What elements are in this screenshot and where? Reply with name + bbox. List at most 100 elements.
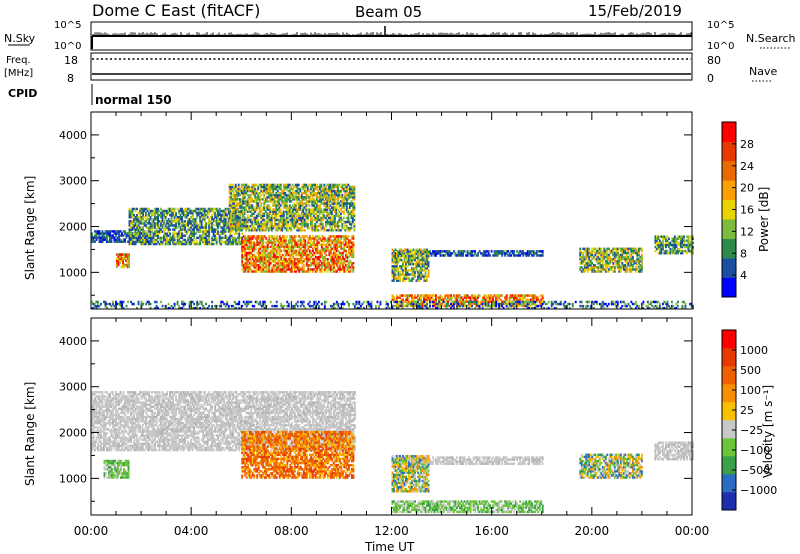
- power-cell: [128, 228, 131, 231]
- power-cell: [311, 226, 314, 230]
- power-cell: [349, 253, 352, 257]
- power-cell: [326, 196, 329, 199]
- power-cell: [316, 262, 319, 265]
- power-cell: [287, 241, 290, 244]
- power-cell: [176, 236, 179, 240]
- power-cell: [586, 259, 589, 263]
- power-cell: [427, 296, 430, 299]
- power-cell: [298, 266, 301, 269]
- power-cell: [233, 216, 236, 219]
- power-cell: [196, 242, 199, 246]
- power-cell: [352, 249, 355, 253]
- power-cell: [124, 230, 126, 233]
- power-cell: [405, 256, 407, 260]
- power-cell: [251, 235, 254, 238]
- power-cell: [208, 209, 211, 213]
- power-cell: [273, 198, 276, 201]
- power-cell: [217, 230, 220, 233]
- power-cell: [591, 251, 594, 255]
- power-cell: [92, 236, 95, 239]
- power-cell: [309, 220, 312, 224]
- power-cell: [333, 191, 336, 195]
- power-cell: [460, 298, 463, 301]
- power-cell: [315, 187, 318, 191]
- power-cell: [190, 230, 193, 233]
- power-cell: [173, 207, 176, 211]
- power-cell: [230, 204, 233, 207]
- power-cell: [262, 257, 265, 261]
- power-cell: [513, 294, 516, 297]
- power-cell: [214, 238, 217, 242]
- power-cell: [184, 240, 187, 244]
- power-cell: [335, 206, 338, 209]
- power-cell: [290, 191, 293, 195]
- power-cell: [199, 209, 202, 213]
- power-cell: [326, 239, 329, 242]
- power-cell: [155, 207, 158, 211]
- power-cell: [281, 216, 284, 220]
- power-cell: [318, 191, 321, 195]
- power-cell: [353, 224, 356, 228]
- power-cell: [200, 222, 203, 225]
- power-cell: [151, 213, 153, 217]
- power-cell: [346, 237, 349, 240]
- power-cell: [190, 226, 193, 229]
- power-cell: [343, 266, 346, 269]
- power-cell: [134, 220, 137, 223]
- power-cell: [166, 234, 169, 238]
- power-cell: [233, 226, 236, 229]
- power-cell: [299, 247, 302, 251]
- power-cell: [505, 298, 508, 301]
- power-cell: [288, 226, 291, 230]
- power-cell: [268, 262, 271, 265]
- power-cell: [351, 194, 354, 197]
- power-cell: [345, 226, 348, 230]
- power-cell: [351, 208, 354, 211]
- power-cell: [251, 255, 254, 259]
- power-cell: [393, 275, 395, 278]
- power-cell: [311, 253, 314, 257]
- power-cell: [252, 212, 255, 216]
- power-cell: [595, 249, 598, 253]
- power-cell: [595, 266, 598, 269]
- power-cell: [282, 187, 285, 191]
- power-cell: [249, 229, 252, 232]
- power-cell: [302, 208, 305, 211]
- power-cell: [172, 220, 175, 223]
- power-cell: [296, 245, 299, 249]
- power-cell: [534, 302, 537, 306]
- power-cell: [190, 211, 193, 215]
- power-cell: [490, 294, 493, 297]
- power-cell: [347, 251, 350, 255]
- power-cell: [350, 243, 353, 246]
- power-cell: [394, 271, 397, 274]
- power-cell: [273, 194, 276, 197]
- power-cell: [317, 216, 320, 220]
- power-cell: [166, 209, 169, 213]
- power-cell: [302, 222, 305, 226]
- power-cell: [294, 212, 297, 216]
- power-cell: [261, 212, 264, 216]
- power-cell: [230, 191, 233, 195]
- power-cell: [403, 294, 406, 297]
- power-cell: [231, 206, 234, 209]
- power-cell: [322, 259, 325, 263]
- power-cell: [339, 208, 342, 211]
- power-cell: [412, 298, 415, 301]
- power-cell: [432, 294, 434, 297]
- power-cell: [133, 228, 135, 231]
- power-cell: [496, 254, 499, 257]
- power-cell: [324, 191, 327, 195]
- power-cell: [273, 204, 276, 207]
- power-cell: [224, 218, 227, 221]
- power-cell: [291, 194, 294, 197]
- power-cell: [315, 191, 318, 195]
- power-cell: [332, 202, 335, 205]
- power-cell: [281, 245, 284, 249]
- power-cell: [289, 253, 292, 257]
- power-cell: [532, 298, 535, 301]
- power-cell: [228, 226, 231, 230]
- power-cell: [294, 185, 297, 189]
- power-cell: [239, 216, 242, 220]
- power-cell: [268, 270, 271, 273]
